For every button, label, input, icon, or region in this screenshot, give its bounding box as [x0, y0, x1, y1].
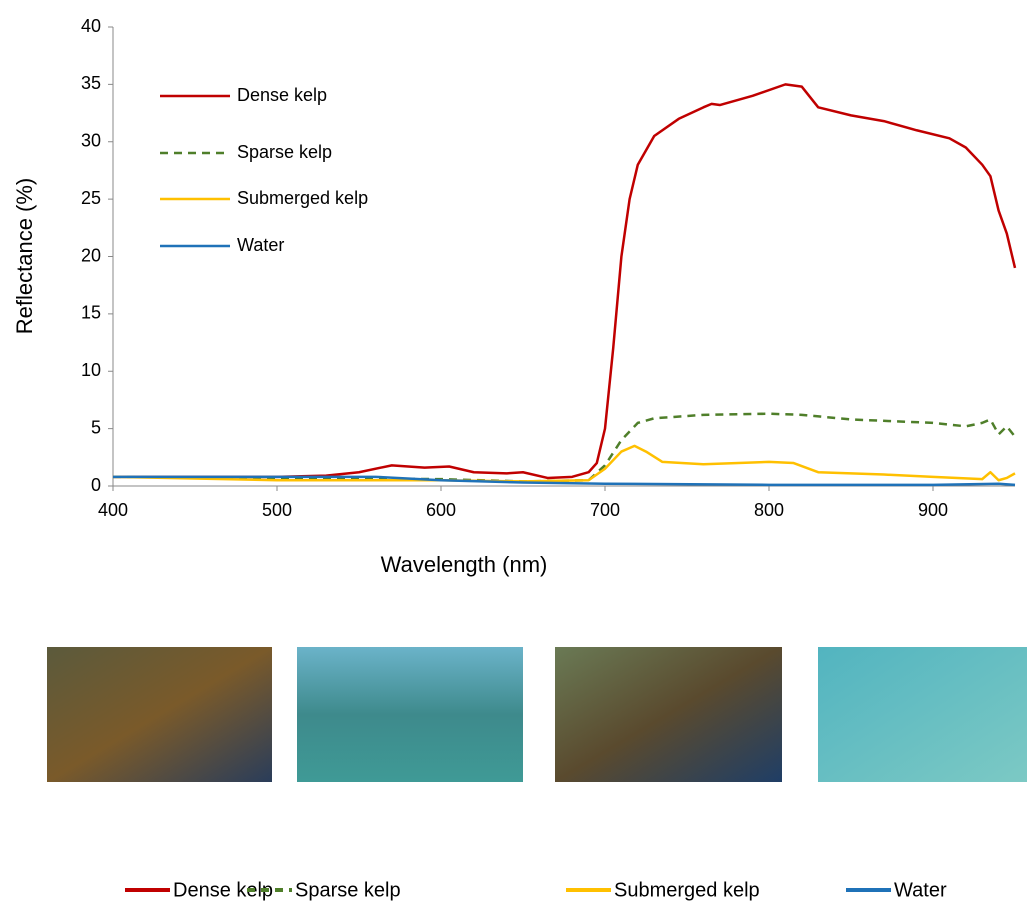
x-axis-title: Wavelength (nm) [381, 552, 548, 577]
y-tick-label: 30 [81, 131, 101, 151]
legend-label: Dense kelp [173, 879, 273, 901]
x-tick-label: 800 [754, 500, 784, 520]
legend-label: Water [237, 235, 284, 255]
data-line [113, 475, 1016, 487]
x-tick-label: 700 [590, 500, 620, 520]
data-line [113, 83, 1017, 480]
legend-label: Sparse kelp [295, 879, 401, 901]
data-line [112, 412, 1016, 483]
y-tick-label: 35 [81, 73, 101, 93]
y-tick-label: 0 [91, 475, 101, 495]
y-tick-label: 20 [81, 245, 101, 265]
legend-label: Sparse kelp [237, 142, 332, 162]
y-axis-title: Reflectance (%) [12, 178, 37, 335]
x-tick-label: 400 [98, 500, 128, 520]
legend-label: Submerged kelp [614, 879, 760, 901]
photo [47, 647, 272, 782]
y-tick-label: 15 [81, 303, 101, 323]
photo [297, 647, 523, 782]
legend-label: Dense kelp [237, 85, 327, 105]
legend-label: Submerged kelp [237, 188, 368, 208]
legend-label: Water [894, 879, 947, 901]
x-tick-label: 900 [918, 500, 948, 520]
y-tick-label: 5 [91, 417, 101, 437]
y-tick-label: 10 [81, 360, 101, 380]
y-tick-label: 25 [81, 188, 101, 208]
x-tick-label: 500 [262, 500, 292, 520]
photo [818, 647, 1027, 782]
y-tick-label: 40 [81, 16, 101, 36]
photo [555, 647, 782, 782]
x-tick-label: 600 [426, 500, 456, 520]
